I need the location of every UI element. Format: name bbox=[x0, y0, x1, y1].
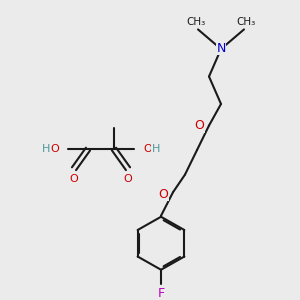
Text: CH₃: CH₃ bbox=[186, 16, 206, 27]
Text: O: O bbox=[124, 173, 132, 184]
Text: O: O bbox=[70, 173, 78, 184]
Text: H: H bbox=[42, 144, 50, 154]
Text: CH₃: CH₃ bbox=[236, 16, 256, 27]
Text: O: O bbox=[143, 144, 152, 154]
Text: O: O bbox=[50, 144, 59, 154]
Text: F: F bbox=[158, 287, 165, 300]
Text: N: N bbox=[216, 42, 226, 55]
Text: O: O bbox=[158, 188, 168, 201]
Text: H: H bbox=[152, 144, 160, 154]
Text: O: O bbox=[194, 119, 204, 132]
